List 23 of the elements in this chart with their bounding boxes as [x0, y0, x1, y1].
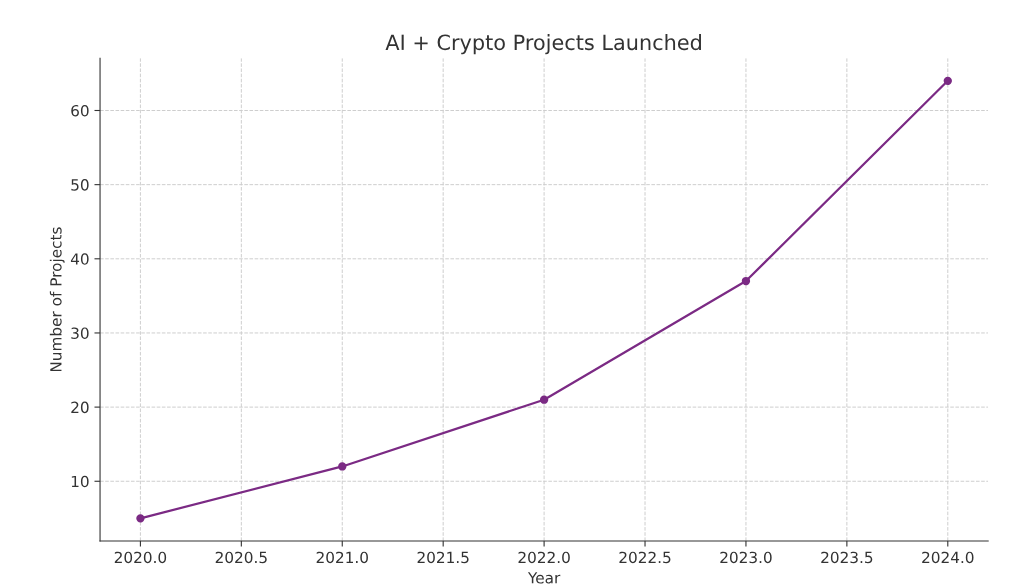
- y-tick-label: 30: [71, 327, 89, 339]
- y-axis-title: Number of Projects: [49, 227, 65, 372]
- x-tick-label: 2022.5: [619, 551, 671, 564]
- y-tick-label: 40: [70, 253, 89, 265]
- x-axis-title: Year: [527, 572, 561, 584]
- x-tick-label: 2021.0: [316, 551, 368, 564]
- x-tick-label: 2023.0: [720, 551, 772, 564]
- y-tick-label: 60: [71, 104, 89, 117]
- x-tick-label: 2022.0: [518, 551, 570, 564]
- point: [943, 76, 952, 85]
- x-tick-label: 2023.5: [821, 551, 873, 564]
- y-tick-label: 50: [71, 179, 89, 191]
- point: [741, 276, 751, 286]
- x-tick-label: 2020.5: [215, 551, 267, 564]
- x-tick-label: 2024.0: [922, 551, 974, 564]
- chart-title: AI + Crypto Projects Launched: [385, 34, 701, 55]
- point: [338, 462, 347, 471]
- x-tick-label: 2021.5: [417, 551, 469, 564]
- y-tick-label: 10: [71, 475, 89, 488]
- point: [136, 514, 145, 523]
- y-tick-label: 20: [71, 401, 89, 414]
- x-tick-label: 2020.0: [114, 551, 167, 564]
- point: [539, 395, 549, 404]
